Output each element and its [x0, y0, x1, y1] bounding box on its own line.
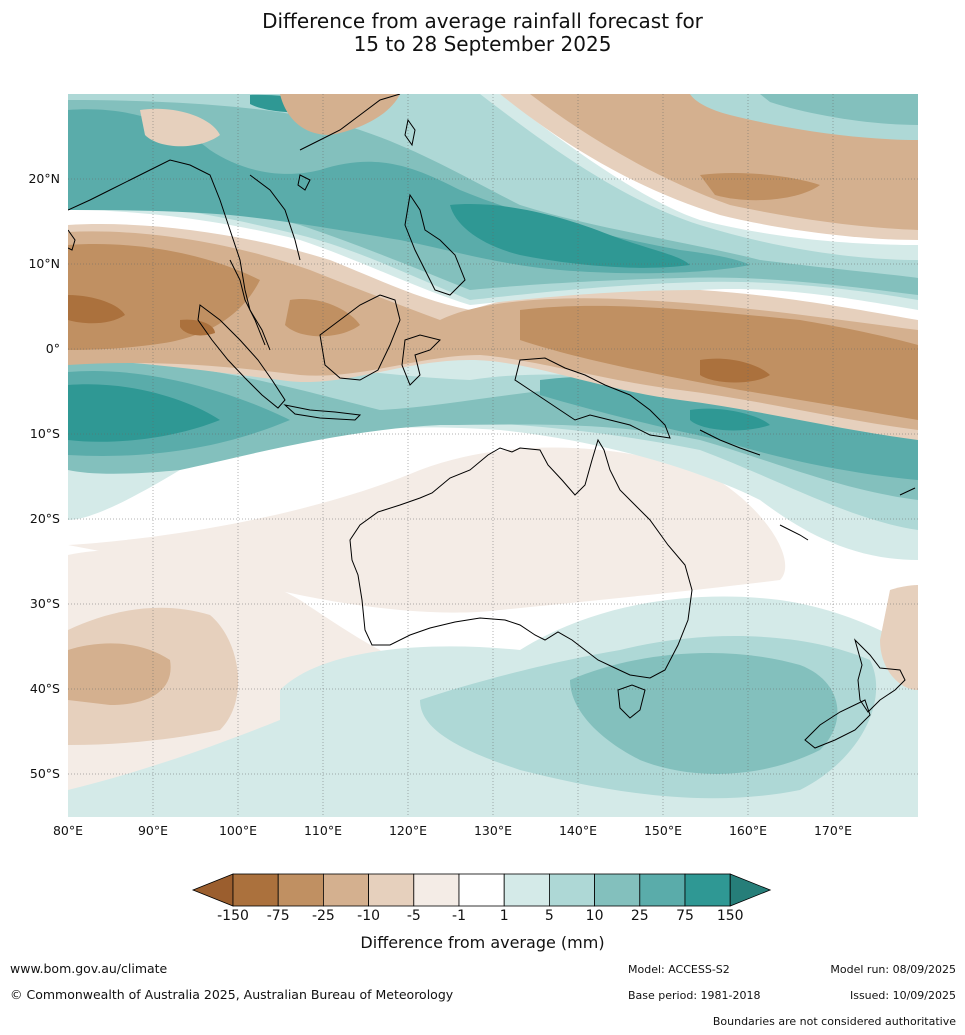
colorbar-tick-label: 150 [716, 908, 744, 924]
australia-tan-band [68, 447, 786, 613]
latitude-label: 10°N [28, 256, 60, 271]
east-tan-patch [880, 585, 918, 690]
colorbar-tick-label: 5 [544, 908, 554, 924]
colorbar-swatch [277, 873, 324, 907]
latitude-label: 20°N [28, 171, 60, 186]
colorbar-swatch [232, 873, 279, 907]
colorbar-swatch [639, 873, 686, 907]
colorbar-swatch [549, 873, 596, 907]
website-link[interactable]: www.bom.gov.au/climate [10, 961, 168, 976]
model-run-text: Model run: 08/09/2025 [830, 963, 956, 976]
coastlines [68, 94, 916, 749]
colorbar-swatch [503, 873, 550, 907]
longitude-label: 90°E [137, 823, 169, 838]
colorbar-tick-label: -1 [452, 908, 466, 924]
copyright-text: © Commonwealth of Australia 2025, Austra… [10, 987, 454, 1002]
colorbar-tick-label: 10 [585, 908, 604, 924]
longitude-label: 160°E [728, 823, 767, 838]
south-tropical-teal-core [68, 359, 918, 500]
title-line-2: 15 to 28 September 2025 [353, 32, 612, 56]
mainland-asia-coastline [68, 94, 401, 351]
latitude-label: 0° [45, 341, 60, 356]
sulawesi-coastline [401, 334, 441, 386]
southwest-tan-core [68, 643, 171, 705]
disclaimer-text: Boundaries are not considered authoritat… [712, 1015, 956, 1028]
longitude-label: 120°E [388, 823, 427, 838]
colorbar-tick-label: -25 [311, 908, 335, 924]
latitude-label: 40°S [29, 681, 60, 696]
longitude-label: 150°E [643, 823, 682, 838]
pacific-islands-coastline [699, 429, 916, 541]
colorbar-swatch [368, 873, 415, 907]
map-title: Difference from average rainfall forecas… [0, 10, 965, 56]
colorbar-swatch [458, 873, 505, 907]
latitude-label: 50°S [29, 766, 60, 781]
latitude-label: 10°S [29, 426, 60, 441]
graticule [68, 94, 918, 817]
colorbar-max-arrow [729, 873, 772, 907]
colorbar-min-arrow [191, 873, 234, 907]
colorbar-tick-label: -75 [266, 908, 290, 924]
north-teal-core [68, 100, 918, 295]
sumatra-coastline [197, 304, 286, 409]
java-coastline [283, 404, 362, 421]
longitude-label: 130°E [473, 823, 512, 838]
latitude-label: 30°S [29, 596, 60, 611]
map-panel [68, 94, 918, 817]
latitude-label: 20°S [29, 511, 60, 526]
longitude-label: 100°E [218, 823, 257, 838]
colorbar-swatch [684, 873, 731, 907]
colorbar-label: Difference from average (mm) [360, 933, 605, 952]
longitude-label: 110°E [303, 823, 342, 838]
tasmania-coastline [617, 684, 646, 719]
north-teal-darkest [250, 94, 690, 268]
colorbar-tick-label: -5 [406, 908, 421, 924]
longitude-label: 170°E [813, 823, 852, 838]
new-zealand-south-coastline [804, 699, 871, 749]
colorbar-swatch [322, 873, 369, 907]
base-period-text: Base period: 1981-2018 [628, 989, 761, 1002]
longitude-label: 80°E [52, 823, 84, 838]
colorbar-tick-label: -150 [217, 908, 249, 924]
colorbar [191, 873, 772, 907]
south-teal-core [570, 653, 838, 774]
australia-coastline [349, 438, 693, 679]
colorbar-swatch [413, 873, 460, 907]
philippines-coastline [404, 193, 466, 296]
northeast-teal-corner-core [760, 94, 918, 125]
colorbar-tick-label: 25 [630, 908, 649, 924]
longitude-label: 140°E [558, 823, 597, 838]
colorbar-tick-label: -10 [357, 908, 381, 924]
issued-text: Issued: 10/09/2025 [849, 989, 956, 1002]
northeast-tan-dark [700, 173, 820, 201]
new-guinea-coastline [514, 357, 671, 439]
south-tropical-teal-darkest [68, 359, 770, 442]
asia-tan-patch-2 [140, 108, 220, 147]
new-zealand-north-coastline [854, 638, 906, 713]
model-text: Model: ACCESS-S2 [628, 963, 730, 976]
colorbar-tick-label: 1 [499, 908, 509, 924]
colorbar-swatch [594, 873, 641, 907]
hainan-taiwan-coastline [297, 118, 416, 191]
malay-peninsula-coastline [229, 259, 266, 346]
colorbar-tick-label: 75 [676, 908, 694, 924]
title-line-1: Difference from average rainfall forecas… [262, 9, 703, 33]
asia-tan-patch [280, 94, 400, 135]
sri-lanka-coastline [68, 229, 76, 251]
borneo-coastline [319, 294, 401, 381]
